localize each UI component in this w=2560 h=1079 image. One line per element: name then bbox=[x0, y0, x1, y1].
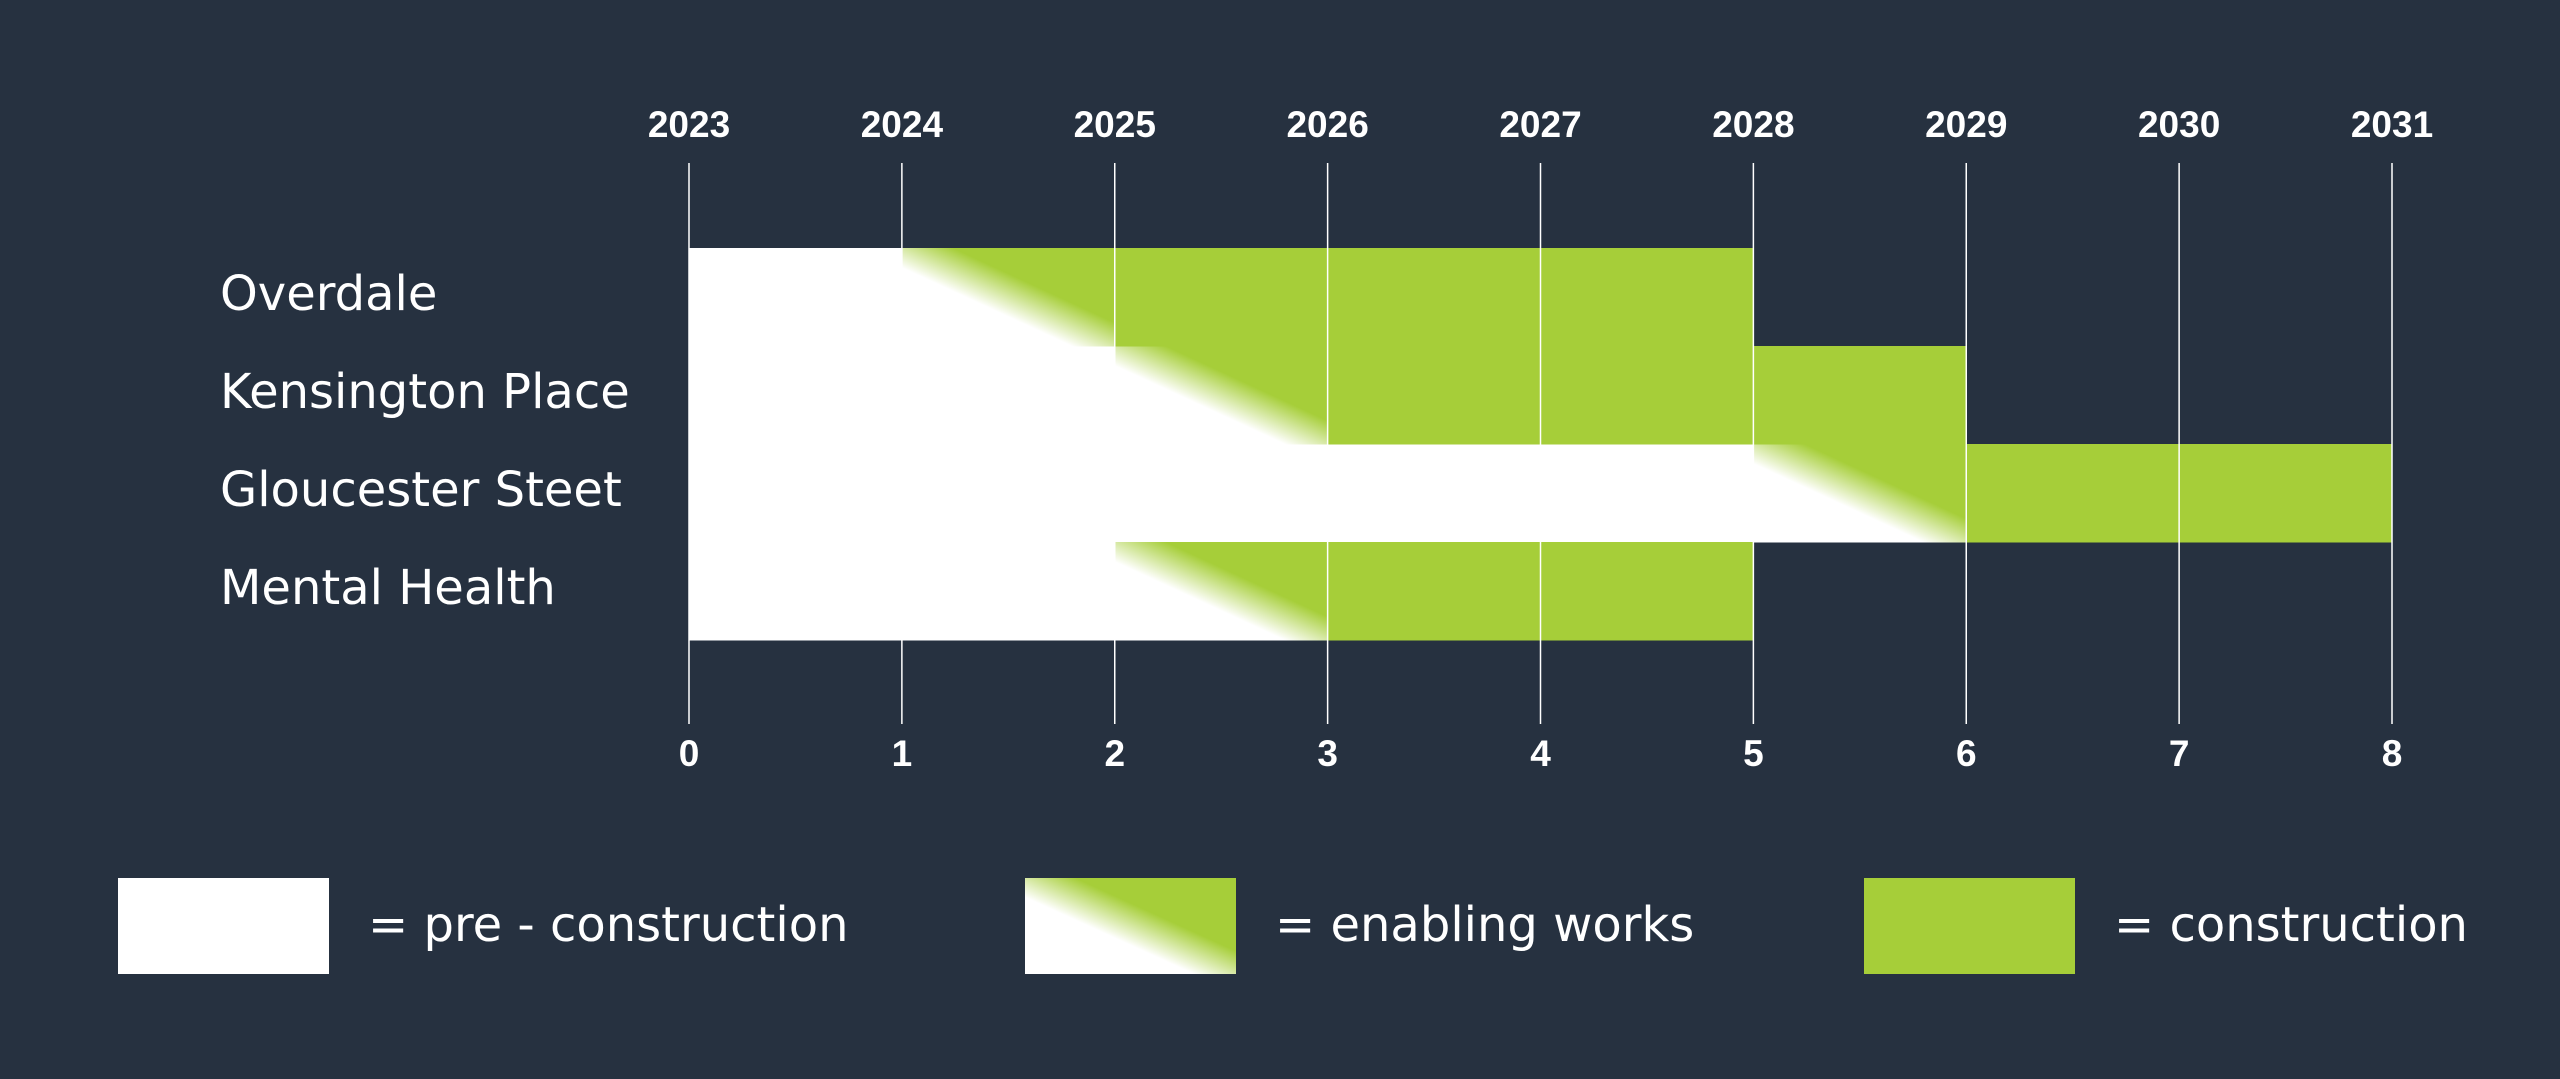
row-label: Overdale bbox=[220, 266, 437, 322]
legend-label: = pre - construction bbox=[368, 897, 849, 953]
x2-tick-label: 2027 bbox=[1499, 104, 1581, 145]
legend-label: = enabling works bbox=[1275, 897, 1694, 953]
bar-segment bbox=[1753, 444, 1967, 543]
x2-tick-label: 2025 bbox=[1074, 104, 1156, 145]
bar-segment bbox=[1114, 346, 1329, 445]
legend-swatch bbox=[1025, 878, 1236, 974]
x2-tick-label: 2026 bbox=[1286, 104, 1368, 145]
x2-tick-label: 2023 bbox=[648, 104, 730, 145]
bar-segment bbox=[689, 248, 903, 347]
x-tick-label: 2 bbox=[1104, 733, 1125, 774]
row-label: Mental Health bbox=[220, 560, 556, 616]
bar-segment bbox=[1114, 542, 1329, 641]
bar-segment bbox=[1327, 346, 1967, 445]
x2-tick-label: 2028 bbox=[1712, 104, 1794, 145]
x-tick-label: 4 bbox=[1530, 733, 1551, 774]
x2-tick-label: 2030 bbox=[2138, 104, 2220, 145]
row-label: Gloucester Steet bbox=[220, 462, 622, 518]
x2-tick-label: 2031 bbox=[2351, 104, 2433, 145]
x-tick-label: 6 bbox=[1956, 733, 1977, 774]
x2-tick-label: 2029 bbox=[1925, 104, 2007, 145]
bar-segment bbox=[1114, 248, 1754, 347]
legend-swatch bbox=[1864, 878, 2075, 974]
row-label: Kensington Place bbox=[220, 364, 630, 420]
x-tick-label: 3 bbox=[1317, 733, 1338, 774]
x-tick-label: 0 bbox=[679, 733, 700, 774]
x2-tick-label: 2024 bbox=[861, 104, 944, 145]
x-tick-label: 7 bbox=[2169, 733, 2190, 774]
legend-label: = construction bbox=[2114, 897, 2468, 953]
x-tick-label: 8 bbox=[2382, 733, 2403, 774]
legend-swatch bbox=[118, 878, 329, 974]
bar-segment bbox=[689, 444, 1754, 543]
x-tick-label: 5 bbox=[1743, 733, 1764, 774]
x-tick-label: 1 bbox=[892, 733, 913, 774]
bar-segment bbox=[901, 248, 1116, 347]
